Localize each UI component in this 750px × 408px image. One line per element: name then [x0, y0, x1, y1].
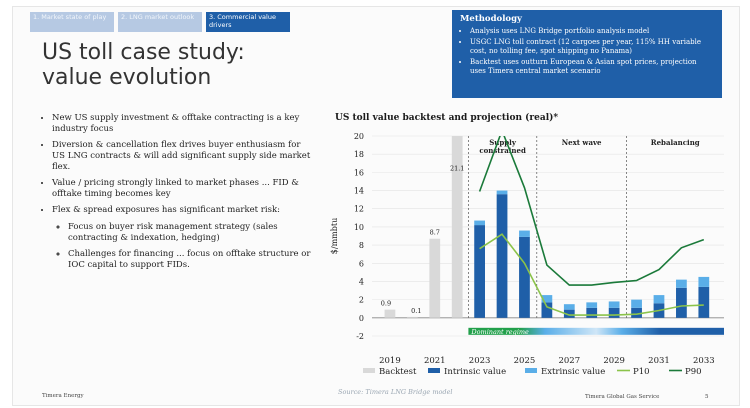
extrinsic-bar [608, 301, 620, 308]
phase-label: constrained [479, 146, 526, 155]
x-tick-label: 2021 [424, 356, 446, 366]
dominant-regime-label: Dominant regime [470, 328, 529, 336]
intrinsic-bar [676, 287, 687, 318]
page-title-line-1: US toll case study: [42, 40, 245, 65]
p10-line [479, 233, 704, 316]
key-points: New US supply investment & offtake contr… [40, 113, 315, 276]
intrinsic-bar [519, 236, 530, 318]
page-title: US toll case study: value evolution [42, 40, 245, 90]
intrinsic-bar [698, 286, 710, 318]
extrinsic-bar [563, 304, 575, 310]
backtest-bar [451, 136, 463, 318]
y-axis-label: $/mmbtu [330, 218, 339, 254]
bullet-flex-risk: Flex & spread exposures has significant … [52, 205, 315, 271]
sub-bullet-financing: Challenges for financing ... focus on of… [68, 249, 315, 271]
page-title-line-2: value evolution [42, 65, 212, 90]
section-tabs: 1. Market state of play 2. LNG market ou… [30, 12, 290, 32]
chart-source-note: Source: Timera LNG Bridge model [338, 388, 453, 396]
backtest-bar [406, 316, 418, 318]
extrinsic-bar [631, 299, 642, 308]
intrinsic-bar [541, 302, 553, 318]
tab-market-state[interactable]: 1. Market state of play [30, 12, 114, 32]
phase-label: Supply [489, 138, 517, 147]
x-tick-label: 2029 [603, 356, 625, 366]
y-tick-label: 12 [354, 205, 364, 214]
y-tick-label: -2 [356, 332, 364, 341]
bullet-supply-investment: New US supply investment & offtake contr… [52, 113, 315, 135]
intrinsic-bar [474, 225, 485, 318]
methodology-item: Backtest uses outturn European & Asian s… [470, 58, 714, 76]
x-tick-label: 2027 [558, 356, 580, 366]
methodology-box: Methodology Analysis uses LNG Bridge por… [452, 10, 722, 98]
footer-service: Timera Global Gas Service [585, 394, 660, 400]
x-tick-label: 2023 [469, 356, 491, 366]
legend-swatch [363, 368, 375, 373]
extrinsic-bar [519, 230, 530, 237]
tab-commercial-drivers[interactable]: 3. Commercial value drivers [206, 12, 290, 32]
extrinsic-bar [698, 276, 710, 287]
y-tick-label: 0 [359, 314, 364, 323]
extrinsic-bar [653, 295, 665, 304]
legend-swatch [525, 368, 537, 373]
phase-label: Next wave [562, 138, 602, 147]
x-tick-label: 2033 [693, 356, 715, 366]
chart-title: US toll value backtest and projection (r… [335, 113, 559, 123]
phase-label: Rebalancing [651, 138, 700, 147]
legend-label: Extrinsic value [541, 367, 605, 377]
x-tick-label: 2025 [514, 356, 536, 366]
methodology-item: Analysis uses LNG Bridge portfolio analy… [470, 27, 714, 36]
toll-value-chart: -2 0 2 4 6 8 10 12 14 16 18 20 $/mmbtu 2019 2021 2023 20… [330, 132, 724, 377]
intrinsic-bar [631, 307, 642, 318]
backtest-data-label: 0.9 [381, 300, 391, 308]
footer-company: Timera Energy [42, 393, 84, 399]
legend-swatch [428, 368, 440, 373]
p90-line [478, 136, 705, 286]
extrinsic-bar [676, 279, 687, 288]
backtest-data-label: 8.7 [430, 229, 440, 237]
intrinsic-bar [608, 307, 620, 318]
dominant-regime-band [468, 327, 724, 335]
y-tick-label: 6 [359, 259, 364, 268]
extrinsic-bar [586, 302, 598, 308]
extrinsic-bar [496, 190, 508, 195]
page-number: 5 [705, 394, 709, 400]
y-tick-label: 14 [354, 187, 364, 196]
backtest-bar [384, 309, 396, 318]
x-tick-label: 2031 [648, 356, 670, 366]
bullet-flex-risk-text: Flex & spread exposures has significant … [52, 205, 280, 215]
bullet-value-pricing: Value / pricing strongly linked to marke… [52, 178, 315, 200]
methodology-heading: Methodology [460, 14, 522, 24]
methodology-item: USGC LNG toll contract (12 cargoes per y… [470, 38, 714, 56]
intrinsic-bar [586, 307, 598, 318]
x-tick-label: 2019 [379, 356, 401, 366]
tab-lng-outlook[interactable]: 2. LNG market outlook [118, 12, 202, 32]
extrinsic-bar [541, 295, 553, 303]
y-tick-label: 16 [354, 168, 364, 177]
y-tick-label: 2 [359, 296, 364, 305]
backtest-bar [429, 238, 441, 318]
methodology-list: Analysis uses LNG Bridge portfolio analy… [460, 27, 714, 76]
intrinsic-bar [563, 309, 575, 318]
y-tick-label: 18 [354, 150, 364, 159]
legend-label: Intrinsic value [444, 367, 506, 377]
extrinsic-bar [474, 220, 485, 226]
intrinsic-bar [496, 194, 508, 318]
legend-label: Backtest [379, 367, 417, 377]
backtest-data-label: 21.1 [450, 165, 464, 173]
y-tick-label: 20 [354, 132, 364, 141]
sub-bullet-risk-management: Focus on buyer risk management strategy … [68, 222, 315, 244]
legend-label: P90 [685, 367, 702, 377]
bullet-diversion-flex: Diversion & cancellation flex drives buy… [52, 140, 315, 173]
backtest-data-label: 0.1 [411, 307, 421, 315]
y-tick-label: 10 [354, 223, 364, 232]
y-tick-label: 8 [359, 241, 364, 250]
y-tick-label: 4 [359, 277, 364, 286]
legend-label: P10 [633, 367, 650, 377]
